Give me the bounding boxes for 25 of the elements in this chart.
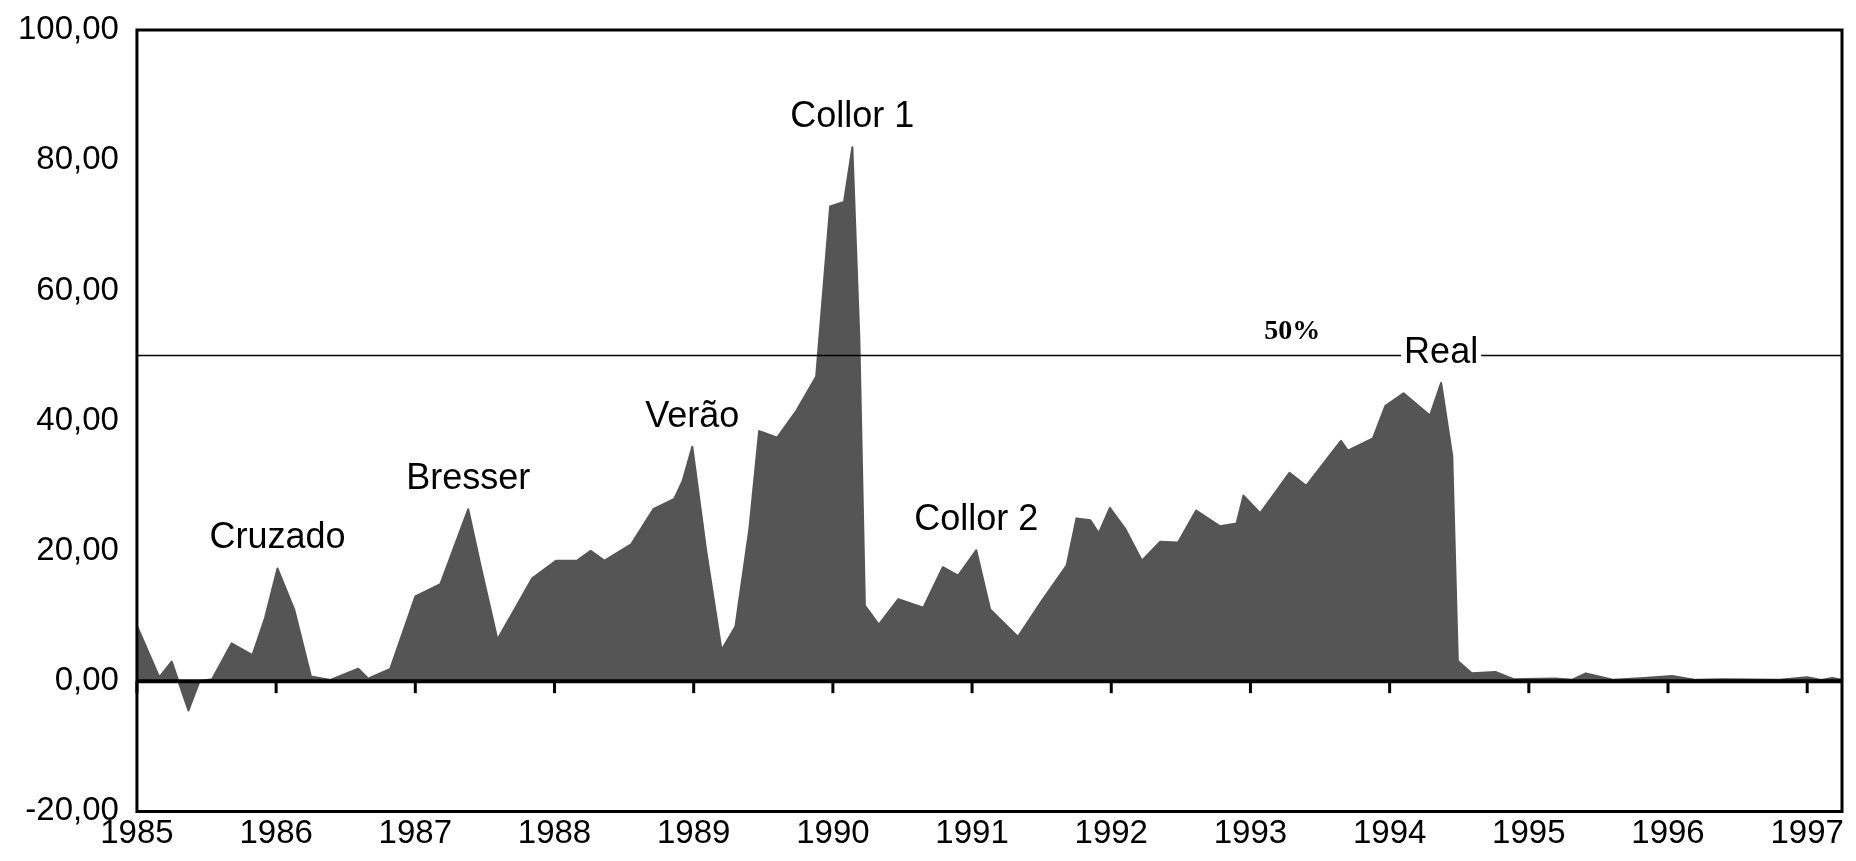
x-tick-label: 1994 [1352,813,1427,851]
annotation: Cruzado [209,515,346,557]
x-tick-label: 1997 [1770,813,1844,851]
x-tick-label: 1987 [378,813,453,851]
annotation: Collor 2 [914,497,1039,539]
y-tick-label: 40,00 [36,399,119,437]
x-tick-label: 1996 [1631,813,1705,851]
y-tick-label: 80,00 [36,139,119,177]
x-tick-label: 1988 [517,813,592,851]
annotation: Real [1404,329,1479,371]
x-tick-label: 1992 [1074,813,1148,851]
x-tick-label: 1986 [239,813,313,851]
x-tick-label: 1989 [656,813,731,851]
x-tick-label: 1991 [935,813,1009,851]
y-tick-label: 20,00 [36,530,119,568]
y-tick-label: 0,00 [54,660,119,698]
annotation: Verão [645,393,740,435]
x-tick-label: 1993 [1213,813,1288,851]
y-tick-label: 60,00 [36,269,119,307]
x-tick-label: 1990 [796,813,870,851]
ref-line-label: 50% [1264,313,1321,345]
x-tick-label: 1995 [1492,813,1566,851]
y-tick-label: 100,00 [18,9,119,47]
annotation: Collor 1 [790,94,915,136]
annotation: Bresser [406,456,531,498]
